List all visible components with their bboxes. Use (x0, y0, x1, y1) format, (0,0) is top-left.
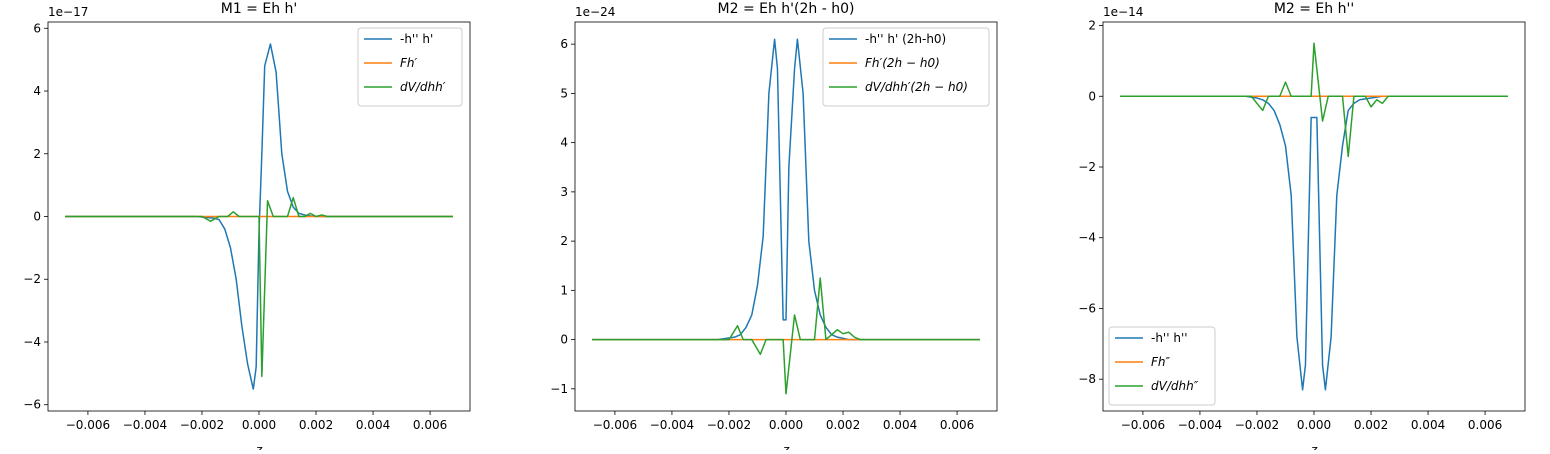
series-line-3 (592, 277, 980, 395)
x-tick-label: −0.004 (650, 418, 694, 432)
x-tick-label: 0.004 (883, 418, 917, 432)
series-line-1 (65, 43, 453, 390)
y-offset-label: 1e−14 (1103, 5, 1143, 19)
x-tick-label: 0.006 (1468, 418, 1502, 432)
y-tick-label: 3 (560, 185, 568, 199)
x-tick-label: 0.004 (356, 418, 390, 432)
y-tick-label: 4 (33, 84, 41, 98)
legend-label: dV/dhh′(2h − h0) (865, 80, 968, 94)
x-tick-label: −0.002 (707, 418, 751, 432)
legend-label: Fh″ (1151, 355, 1171, 369)
legend-label: Fh′ (400, 56, 418, 70)
y-offset-label: 1e−17 (48, 5, 88, 19)
chart-title: M2 = Eh h'(2h - h0) (718, 1, 855, 17)
x-axis-label: z (1310, 443, 1318, 450)
y-tick-label: −2 (1078, 160, 1096, 174)
x-tick-label: −0.006 (66, 418, 110, 432)
x-tick-label: −0.004 (123, 418, 167, 432)
legend-label: dV/dhh″ (1151, 379, 1199, 393)
legend: -h'' h' Fh′ dV/dhh′ (357, 27, 463, 107)
x-axis-label: z (782, 443, 790, 450)
series-line-3 (1120, 42, 1508, 158)
y-tick-label: 2 (33, 147, 41, 161)
series-line-1 (592, 38, 980, 341)
x-tick-label: −0.002 (180, 418, 224, 432)
x-tick-label: 0.000 (242, 418, 276, 432)
legend: -h'' h' (2h-h0) Fh′(2h − h0) dV/dhh′(2h − … (822, 27, 990, 107)
y-tick-label: 6 (33, 21, 41, 35)
y-tick-label: 2 (1088, 19, 1096, 33)
y-tick-label: 0 (33, 210, 41, 224)
y-tick-label: 0 (1088, 89, 1096, 103)
x-axis-label: z (255, 443, 263, 450)
x-tick-label: 0.000 (769, 418, 803, 432)
y-offset-label: 1e−24 (575, 5, 615, 19)
chart-panel-2: −0.006 −0.004 −0.002 0.000 0.002 0.004 0.006 −1… (550, 1, 998, 454)
y-tick-label: 6 (560, 37, 568, 51)
chart-panel-3: −0.006 −0.004 −0.002 0.000 0.002 0.004 0.006 −8… (1078, 1, 1526, 454)
legend-label: -h'' h' (2h-h0) (865, 32, 946, 46)
x-tick-label: 0.002 (826, 418, 860, 432)
y-tick-label: −8 (1078, 372, 1096, 386)
x-tick-label: 0.004 (1411, 418, 1445, 432)
legend-label: -h'' h'' (1151, 331, 1188, 345)
y-tick-label: 5 (560, 86, 568, 100)
x-tick-label: −0.006 (593, 418, 637, 432)
chart-title: M1 = Eh h' (221, 1, 298, 17)
x-tick-label: −0.002 (1235, 418, 1279, 432)
y-tick-label: −4 (1078, 231, 1096, 245)
series-line-3 (65, 196, 453, 378)
legend-label: dV/dhh′ (400, 80, 446, 94)
legend: -h'' h'' Fh″ dV/dhh″ (1108, 326, 1216, 406)
x-tick-label: 0.006 (940, 418, 974, 432)
x-tick-label: −0.004 (1178, 418, 1222, 432)
x-tick-label: 0.002 (299, 418, 333, 432)
x-tick-label: 0.000 (1297, 418, 1331, 432)
x-tick-label: 0.002 (1354, 418, 1388, 432)
y-tick-label: −4 (23, 335, 41, 349)
y-tick-label: 4 (560, 136, 568, 150)
y-tick-label: −6 (1078, 301, 1096, 315)
y-tick-label: 1 (560, 283, 568, 297)
chart-panel-1: −0.006 −0.004 −0.002 0.000 0.002 0.004 0.006 −6… (23, 1, 471, 454)
y-tick-label: 2 (560, 234, 568, 248)
legend-label: -h'' h' (400, 32, 433, 46)
y-tick-label: −2 (23, 272, 41, 286)
chart-title: M2 = Eh h'' (1274, 1, 1354, 17)
y-tick-label: 0 (560, 333, 568, 347)
legend-box (822, 27, 990, 107)
x-tick-label: 0.006 (413, 418, 447, 432)
y-tick-label: −6 (23, 398, 41, 412)
y-tick-label: −1 (550, 382, 568, 396)
x-tick-label: −0.006 (1121, 418, 1165, 432)
legend-label: Fh′(2h − h0) (865, 56, 940, 70)
